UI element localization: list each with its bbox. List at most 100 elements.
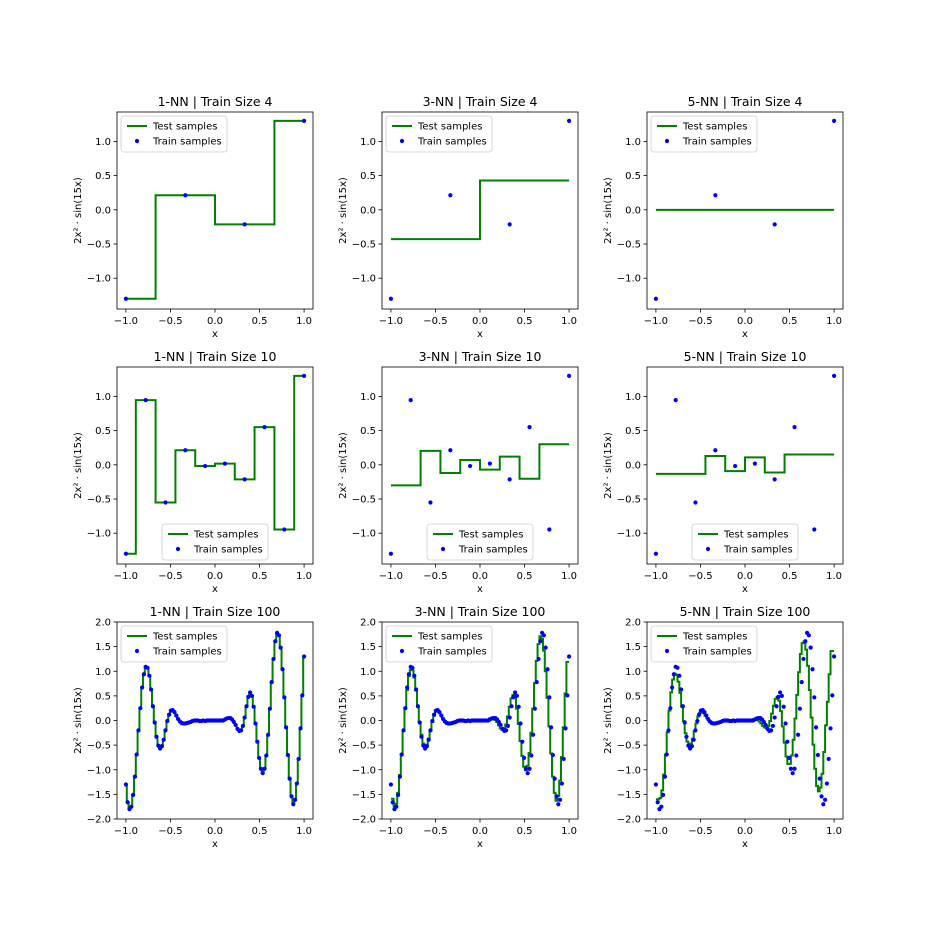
train-sample-point [831,654,837,659]
subplot-title: 3-NN | Train Size 4 [423,94,538,109]
train-sample-point [203,463,208,469]
test-samples-line [390,443,570,487]
legend: Test samples Train samples [120,115,228,153]
y-tick-label: 0.5 [625,171,641,182]
x-tick-label: −1.0 [379,316,403,327]
x-tick-label: −0.5 [688,316,712,327]
train-sample-point [507,477,512,482]
y-tick-label: 0.0 [360,205,376,216]
train-sample-point [394,804,399,809]
train-sample-point [242,477,247,482]
train-sample-point [123,551,129,556]
train-sample-point [675,665,680,670]
legend-train-swatch [134,648,140,654]
subplot-7: −1.0 −0.5 0.0 0.5 1.0 −2.0 −1.5 −1.0 −0.5 0.0 0.5 1… [73,604,314,850]
train-sample-point [677,673,682,678]
train-sample-point [129,804,134,809]
train-sample-point [509,704,514,709]
subplot-title: 5-NN | Train Size 100 [680,604,811,619]
legend: Test samples Train samples [650,115,758,153]
train-sample-point [397,774,403,779]
legend: Test samples Train samples [426,523,534,561]
train-sample-point [140,685,145,690]
y-tick-label: 0.0 [95,460,111,471]
train-sample-point [801,656,806,662]
test-samples-line [125,119,305,300]
legend-train-label: Train samples [193,545,263,556]
train-sample-point [552,776,557,781]
train-sample-point [779,693,784,698]
x-tick-label: −0.5 [158,826,182,837]
train-sample-point [262,425,267,430]
y-tick-label: 0.5 [95,691,111,702]
legend-train-swatch [134,138,140,144]
y-tick-label: 1.0 [95,392,111,403]
legend-test-label: Test samples [417,632,482,643]
train-sample-point [283,725,289,730]
train-sample-point [525,771,530,776]
train-sample-point [405,685,410,690]
legend-test-label: Test samples [723,530,788,541]
legend-test-label: Test samples [152,122,217,133]
y-tick-label: 0.5 [360,426,376,437]
train-sample-point [812,695,817,700]
train-sample-point [145,665,150,670]
legend: Test samples Train samples [691,523,799,561]
y-tick-label: 0.5 [360,171,376,182]
train-sample-point [276,633,281,638]
train-sample-point [183,193,188,198]
train-sample-point [403,706,408,711]
train-sample-point [273,639,278,644]
legend-box [650,625,758,663]
train-sample-point [406,672,412,677]
train-sample-point [239,728,244,733]
train-sample-point [248,690,253,695]
train-sample-point [702,710,707,715]
x-tick-label: −1.0 [644,316,668,327]
y-tick-label: 1.0 [95,667,111,678]
train-sample-point [388,296,394,301]
train-sample-point [253,721,258,726]
x-tick-label: −1.0 [379,571,403,582]
y-tick-label: 0.0 [360,460,376,471]
legend-train-swatch [440,546,446,552]
x-tick-label: 0.5 [517,316,533,327]
subplot-5: −1.0 −0.5 0.0 0.5 1.0 −1.0 −0.5 0.0 0.5 1.0 3-NN |… [338,349,579,595]
train-sample-point [399,752,404,757]
train-sample-point [222,461,227,466]
x-axis-label: x [742,329,748,340]
legend-test-label: Test samples [458,530,523,541]
train-sample-point [278,645,283,650]
legend: Test samples Train samples [385,625,493,663]
legend-test-label: Test samples [682,632,747,643]
train-sample-point [132,774,138,779]
train-sample-point [530,732,536,737]
train-sample-point [412,673,417,678]
legend-box [426,523,534,561]
x-tick-label: −1.0 [114,316,138,327]
train-sample-point [300,693,305,698]
train-sample-point [396,792,401,797]
train-sample-point [498,722,503,728]
y-tick-label: −1.0 [617,274,641,285]
y-axis-label: 2x² · sin(15x) [338,687,349,754]
train-sample-point [388,782,394,787]
legend-train-swatch [705,546,711,552]
legend-box [691,523,799,561]
train-sample-point [258,766,263,771]
x-tick-label: 1.0 [826,826,842,837]
y-tick-label: 2.0 [625,618,641,629]
y-axis-label: 2x² · sin(15x) [338,432,349,499]
legend: Test samples Train samples [120,625,228,663]
train-sample-point [147,673,152,678]
train-sample-point [566,654,572,659]
y-tick-label: −0.5 [617,240,641,251]
train-sample-point [527,425,532,430]
y-tick-label: 1.0 [360,667,376,678]
x-tick-label: 0.5 [782,571,798,582]
train-sample-point [504,728,509,733]
x-tick-label: 0.0 [472,316,488,327]
train-sample-point [790,771,795,776]
x-tick-label: −0.5 [688,571,712,582]
x-tick-label: −1.0 [114,571,138,582]
